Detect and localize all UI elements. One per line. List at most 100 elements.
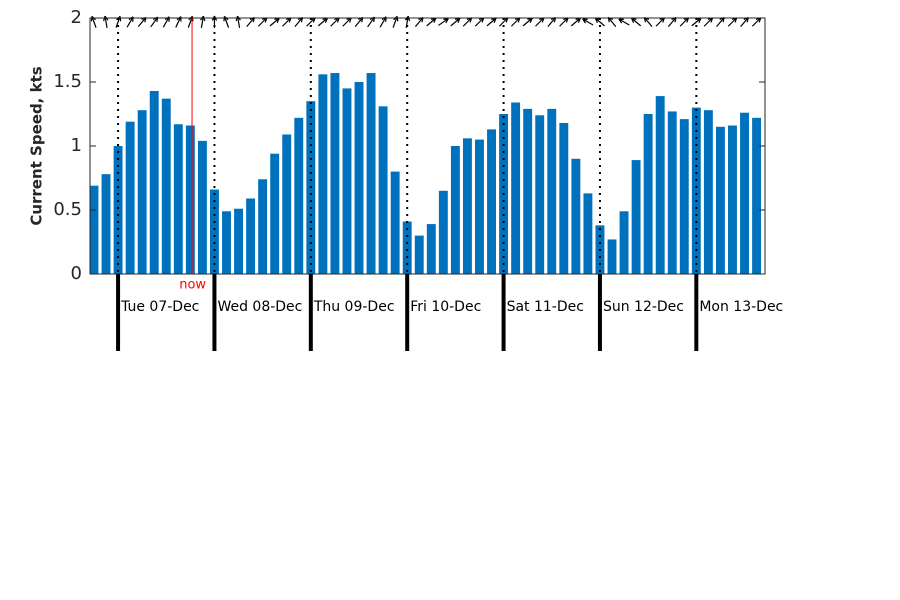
y-tick-label: 0.5 (53, 199, 82, 220)
y-tick-label: 2 (71, 7, 82, 28)
day-label: Mon 13-Dec (699, 299, 783, 315)
bar (222, 211, 231, 274)
arrow-path (474, 17, 485, 27)
arrow-path (414, 16, 424, 27)
bar (113, 146, 123, 274)
bar (715, 126, 725, 274)
direction-arrow (643, 16, 653, 27)
bar (173, 124, 183, 275)
direction-arrow (414, 16, 424, 27)
bar (234, 208, 243, 274)
bar (643, 114, 653, 274)
y-axis-label: Current Speed, kts (28, 66, 46, 225)
arrow-path (570, 17, 582, 27)
day-label: Fri 10-Dec (410, 299, 481, 315)
bar (342, 88, 352, 275)
direction-arrow (522, 17, 533, 27)
bar (667, 111, 677, 274)
direction-arrow (462, 17, 473, 27)
bar (294, 117, 304, 274)
direction-arrow (474, 17, 485, 27)
direction-arrow (655, 17, 665, 27)
arrow-path (740, 16, 749, 27)
direction-arrow (751, 17, 762, 27)
bar (547, 108, 557, 274)
direction-arrow (426, 17, 437, 27)
direction-arrow (716, 16, 725, 27)
direction-arrow (607, 16, 617, 27)
arrow-path (716, 16, 725, 27)
bar (390, 171, 400, 274)
arrow-path (450, 17, 461, 27)
bar (246, 198, 256, 274)
bar (728, 125, 737, 275)
bar (270, 153, 280, 274)
day-label: Tue 07-Dec (120, 299, 199, 315)
bar (402, 221, 412, 274)
arrow-path (257, 17, 268, 27)
bar (607, 239, 617, 274)
arrow-path (137, 16, 147, 27)
arrow-path (246, 16, 256, 27)
day-label: Wed 08-Dec (217, 299, 302, 315)
direction-arrow (246, 16, 256, 27)
day-label: Sat 11-Dec (507, 299, 584, 315)
arrow-path (150, 16, 159, 28)
bar (655, 96, 665, 274)
arrow-path (727, 17, 738, 27)
arrow-path (703, 17, 714, 27)
direction-arrow (257, 17, 268, 27)
arrow-path (607, 16, 617, 27)
bar (137, 110, 147, 274)
direction-arrow (486, 17, 497, 27)
direction-arrow (317, 17, 329, 27)
bar (535, 115, 545, 274)
bar (366, 73, 376, 274)
bar (282, 134, 292, 274)
bar (149, 90, 159, 275)
bar (462, 138, 472, 274)
direction-arrow (618, 18, 630, 26)
bar (450, 146, 460, 274)
bar (631, 160, 641, 274)
direction-arrow (535, 17, 545, 27)
direction-arrow (282, 17, 292, 27)
bar (752, 117, 762, 274)
direction-arrow (150, 16, 159, 28)
direction-arrow (727, 17, 738, 27)
day-label: Sun 12-Dec (603, 299, 684, 315)
arrow-path (282, 17, 292, 27)
y-tick-label: 1.5 (53, 71, 82, 92)
arrow-path (367, 16, 376, 28)
direction-arrow (703, 17, 714, 27)
y-tick-label: 1 (71, 135, 82, 156)
bar (475, 139, 484, 274)
bar (209, 189, 219, 274)
bar (679, 119, 689, 275)
arrow-path (510, 17, 521, 27)
bar (354, 82, 364, 274)
arrow-path (618, 18, 630, 26)
direction-arrow (559, 17, 569, 27)
bar (318, 74, 328, 274)
direction-arrow (269, 17, 280, 27)
bar (125, 121, 135, 275)
bar (619, 211, 629, 274)
bar (197, 140, 207, 274)
direction-arrow (294, 16, 304, 27)
bar (438, 190, 448, 274)
bar (583, 193, 593, 274)
bar (89, 185, 99, 274)
direction-arrow (570, 17, 582, 27)
bar (414, 235, 424, 274)
bar (330, 73, 340, 274)
direction-arrow (740, 16, 749, 27)
bar (378, 106, 388, 274)
direction-arrow (137, 16, 147, 27)
bar (101, 174, 111, 274)
arrow-path (330, 17, 340, 27)
bar (703, 110, 713, 274)
direction-arrow (354, 16, 364, 27)
direction-arrow (438, 17, 449, 26)
